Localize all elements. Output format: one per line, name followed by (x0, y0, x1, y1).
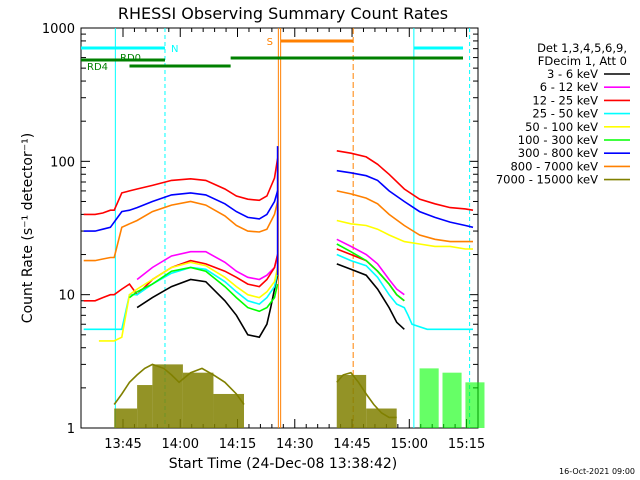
series-line-4 (98, 261, 279, 342)
high-energy-block (182, 372, 214, 428)
annotation-label-rd0: RD0 (120, 53, 141, 64)
series-line-5 (336, 243, 405, 302)
series-line-2 (336, 248, 405, 302)
high-energy-block (213, 393, 244, 428)
low-data-block (442, 372, 462, 428)
series-line-9 (83, 158, 279, 216)
low-data-block (419, 368, 439, 428)
series-line-6 (336, 169, 474, 229)
series-line-0 (336, 263, 405, 330)
high-energy-block (114, 408, 138, 428)
legend-entry-label: 3 - 6 keV (547, 67, 598, 81)
legend-entry-label: 7000 - 15000 keV (496, 173, 598, 187)
series-line-9 (336, 150, 474, 211)
annotation-label-s: S (267, 37, 273, 48)
annotation-label-n: N (171, 44, 178, 55)
chart-marks: 1 10 100 1000 13:45 14:00 14:15 14:30 14:45 15:00… (42, 22, 630, 452)
high-energy-block (366, 408, 397, 428)
legend-entry-label: 6 - 12 keV (540, 80, 598, 94)
legend-entry-label: 100 - 300 keV (518, 133, 598, 147)
y-axis-label: Count Rate (s⁻¹ detector⁻¹) (20, 133, 36, 323)
y-tick-label: 1000 (42, 22, 75, 37)
low-data-block (465, 382, 485, 428)
series-line-0 (136, 275, 279, 339)
legend-entry-label: 12 - 25 keV (532, 93, 598, 107)
legend-entry-label: 50 - 100 keV (525, 120, 598, 134)
annotation-label-rd4: RD4 (87, 62, 108, 73)
legend-header-1: Det 1,3,4,5,6,9, (537, 41, 627, 55)
high-energy-block (336, 374, 367, 428)
series-line-6 (83, 190, 279, 232)
legend-header-2: FDecim 1, Att 0 (538, 54, 627, 68)
y-tick-label: 100 (50, 155, 75, 170)
high-energy-block (137, 385, 153, 428)
series-line-4 (336, 219, 473, 250)
chart-title: RHESSI Observing Summary Count Rates (118, 4, 448, 23)
series-line-5 (129, 266, 279, 313)
series-line-1 (336, 238, 405, 296)
x-tick-label: 14:15 (219, 437, 256, 452)
series-line-7 (336, 190, 473, 243)
legend-entry-label: 25 - 50 keV (532, 107, 598, 121)
series-line-7 (83, 200, 279, 262)
x-tick-label: 14:45 (333, 437, 370, 452)
x-tick-label: 15:00 (391, 437, 428, 452)
y-tick-label: 1 (67, 422, 75, 437)
legend-entry-label: 300 - 800 keV (518, 146, 598, 160)
high-energy-block (152, 364, 183, 428)
x-tick-label: 14:00 (162, 437, 199, 452)
footer-timestamp: 16-Oct-2021 09:00 (559, 467, 635, 476)
legend-entry-label: 800 - 7000 keV (510, 159, 598, 173)
x-axis-label: Start Time (24-Dec-08 13:38:42) (169, 456, 397, 472)
series-line-1 (136, 250, 279, 281)
plot-frame (80, 27, 479, 429)
x-tick-label: 14:30 (276, 437, 313, 452)
y-tick-label: 10 (58, 289, 75, 304)
x-tick-label: 15:15 (448, 437, 485, 452)
x-tick-label: 13:45 (104, 437, 141, 452)
series-line-3 (336, 253, 473, 331)
